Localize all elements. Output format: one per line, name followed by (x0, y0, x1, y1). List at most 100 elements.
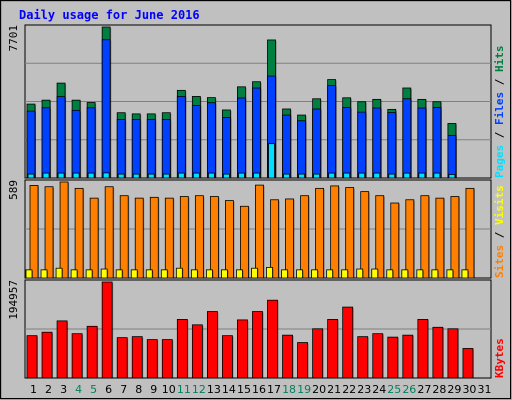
bar-visits (405, 199, 415, 279)
bar-pages (448, 174, 456, 179)
bar-sites (341, 269, 349, 279)
bar-kbytes (222, 335, 233, 379)
bar-sites (175, 267, 183, 279)
bar-sites (326, 269, 334, 279)
bar-files (372, 107, 382, 179)
legend: Pages / Files / Hits (493, 46, 506, 179)
bar-kbytes (297, 342, 308, 379)
legend-entry: Pages (493, 145, 506, 178)
bar-sites (100, 268, 108, 279)
bar-sites (266, 267, 273, 279)
bar-pages (238, 172, 245, 179)
bar-visits (435, 197, 445, 279)
panel-hits-files-pages: 7701 Pages / Files / Hits (7, 24, 506, 179)
day-label: 26 (402, 383, 416, 396)
bar-kbytes (282, 334, 293, 379)
bar-pages (42, 172, 50, 179)
bar-sites (160, 269, 168, 279)
bar-visits (164, 197, 174, 279)
bar-visits (59, 181, 69, 279)
day-label: 8 (135, 383, 142, 396)
bar-visits (315, 187, 325, 279)
day-label: 6 (105, 383, 112, 396)
bar-files (447, 135, 457, 179)
day-label: 2 (45, 383, 52, 396)
bar-kbytes (41, 331, 53, 379)
bar-kbytes (447, 328, 459, 379)
bar-files (222, 117, 231, 179)
bar-sites (205, 269, 213, 279)
legend-entry: KBytes (493, 338, 506, 378)
bar-visits (375, 195, 385, 279)
legend-entry: / (493, 72, 506, 92)
bar-kbytes (417, 319, 429, 379)
day-label: 27 (417, 383, 431, 396)
day-label: 11 (177, 383, 191, 396)
bar-sites (311, 269, 319, 279)
bar-pages (418, 172, 426, 179)
bar-files (357, 111, 367, 179)
bar-sites (130, 269, 138, 279)
bar-visits (29, 185, 39, 279)
bar-kbytes (252, 311, 263, 379)
day-label: 31 (477, 383, 491, 396)
bar-kbytes (71, 333, 83, 379)
bar-files (71, 109, 81, 179)
bar-kbytes (176, 319, 188, 379)
bar-sites (416, 269, 424, 279)
bar-visits (225, 200, 234, 279)
day-label: 13 (207, 383, 221, 396)
legend: KBytes (493, 338, 506, 378)
bar-kbytes (372, 333, 384, 379)
bar-files (252, 87, 261, 179)
bar-pages (192, 172, 200, 179)
day-label: 14 (222, 383, 236, 396)
panel-kbytes: 194957 KBytes (7, 279, 506, 379)
bar-kbytes (146, 339, 158, 379)
bar-sites (446, 269, 454, 279)
bar-sites (115, 269, 123, 279)
bar-files (176, 96, 186, 179)
bar-visits (134, 197, 144, 279)
bar-kbytes (237, 319, 248, 379)
bar-pages (207, 172, 215, 179)
bar-sites (386, 269, 394, 279)
bar-files (131, 119, 141, 179)
bar-kbytes (402, 334, 414, 379)
bar-files (146, 119, 156, 179)
day-label: 17 (267, 383, 281, 396)
bar-visits (240, 205, 249, 279)
bar-visits (270, 199, 279, 279)
bar-kbytes (56, 320, 68, 379)
day-label: 21 (327, 383, 341, 396)
bar-visits (330, 185, 340, 279)
bar-sites (40, 269, 48, 279)
bar-sites (281, 269, 288, 279)
bar-visits (179, 196, 189, 279)
bar-files (116, 119, 126, 179)
bar-pages (403, 172, 411, 179)
bar-visits (450, 196, 460, 279)
axis-max-label: 194957 (7, 280, 20, 320)
bar-visits (104, 186, 114, 279)
bar-files (297, 120, 306, 179)
bar-pages (102, 172, 110, 179)
bar-files (312, 108, 322, 179)
bar-sites (221, 269, 228, 279)
day-label: 20 (312, 383, 326, 396)
bar-visits (44, 186, 54, 279)
bar-pages (27, 173, 35, 179)
bar-visits (285, 198, 294, 279)
legend-entry: Sites (493, 245, 506, 278)
bar-files (86, 107, 96, 179)
legend-entry: / (493, 225, 506, 245)
legend-entry: Files (493, 92, 506, 125)
bar-sites (70, 269, 78, 279)
bar-sites (190, 269, 198, 279)
bar-pages (388, 173, 396, 179)
chart-title: Daily usage for June 2016 (19, 8, 200, 22)
bar-pages (177, 172, 185, 179)
bar-visits (255, 184, 264, 279)
bar-pages (358, 172, 366, 179)
